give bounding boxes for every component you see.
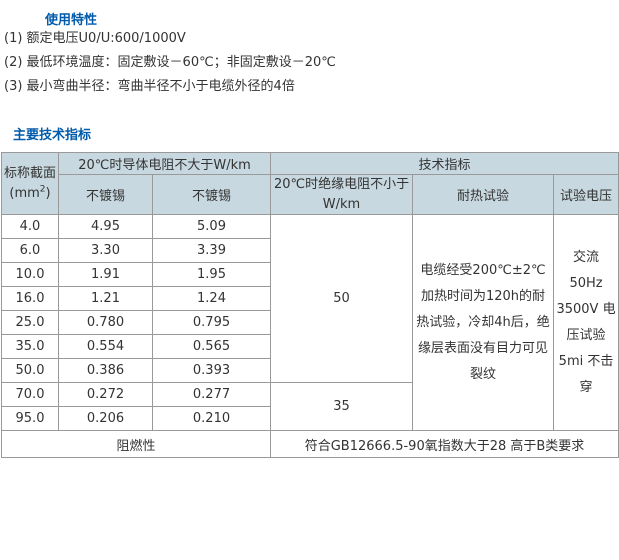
cell-heat-test-desc: 电缆经受200℃±2℃加热时间为120h的耐热试验，冷却4h后，绝缘层表面没有目… [412,214,555,431]
usage-notes-list: (1) 额定电压U0/U:600/1000V (2) 最低环境温度：固定敷设－6… [4,27,336,99]
cell-resistance-1: 0.272 [58,382,153,407]
cell-section: 35.0 [1,334,59,359]
header-conductor-resistance: 20℃时导体电阻不大于W/km [57,152,272,175]
cell-section: 50.0 [1,358,59,383]
table-row: 10.0 1.91 1.95 [1,262,619,287]
header-untinned-2: 不镀锡 [151,174,272,215]
table-header-row-2: 不镀锡 不镀锡 20℃时绝缘电阻不小于 W/km 耐热试验 试验电压 [2,174,619,215]
header-test-voltage: 试验电压 [553,174,619,215]
flame-retardant-value: 符合GB12666.5-90氧指数大于28 高于B类要求 [270,430,619,458]
cell-resistance-2: 1.95 [151,262,272,287]
cell-section: 16.0 [1,286,59,311]
cell-resistance-1: 3.30 [58,238,153,263]
cell-section: 10.0 [1,262,59,287]
cell-resistance-1: 1.91 [58,262,153,287]
cell-section: 6.0 [1,238,59,263]
flame-retardant-row: 阻燃性 符合GB12666.5-90氧指数大于28 高于B类要求 [0,430,619,458]
table-row: 35.0 0.554 0.565 [1,334,619,359]
flame-retardant-label: 阻燃性 [0,430,272,458]
header-heat-test: 耐热试验 [412,174,555,215]
header-nominal-section-unit: (mm2) [9,184,51,201]
cell-resistance-1: 4.95 [58,214,153,239]
cell-resistance-2: 5.09 [151,214,272,239]
cell-resistance-2: 0.795 [151,310,272,335]
cell-resistance-1: 0.206 [58,406,153,431]
table-row: 16.0 1.21 1.24 [1,286,619,311]
table-row: 25.0 0.780 0.795 [1,310,619,335]
cell-resistance-2: 1.24 [151,286,272,311]
header-untinned-1: 不镀锡 [58,174,153,215]
specs-section-title: 主要技术指标 [13,128,92,143]
cell-section: 95.0 [1,406,59,431]
cell-resistance-1: 0.554 [58,334,153,359]
cell-section: 70.0 [1,382,59,407]
usage-note-3: (3) 最小弯曲半径：弯曲半径不小于电缆外径的4倍 [4,79,295,94]
cell-resistance-1: 1.21 [58,286,153,311]
usage-note-2: (2) 最低环境温度：固定敷设－60℃；非固定敷设－20℃ [4,55,336,70]
cell-insulation-high: 50 [270,214,414,383]
cell-resistance-2: 3.39 [151,238,272,263]
cell-resistance-2: 0.277 [151,382,272,407]
table-header-row-1: 标称截面 (mm2) 20℃时导体电阻不大于W/km 技术指标 [1,152,619,215]
spec-table: 标称截面 (mm2) 20℃时导体电阻不大于W/km 技术指标 不镀锡 不镀锡 … [0,152,619,458]
table-row: 95.0 0.206 0.210 [1,406,619,431]
header-insulation-resistance: 20℃时绝缘电阻不小于 W/km [270,174,414,215]
cell-insulation-low: 35 [270,382,414,431]
cell-section: 25.0 [1,310,59,335]
table-row: 70.0 0.272 0.277 35 [1,382,619,431]
cell-resistance-2: 0.393 [151,358,272,383]
header-nominal-section: 标称截面 (mm2) [1,152,59,215]
header-tech-indicators: 技术指标 [270,152,619,175]
cell-test-voltage-desc: 交流 50Hz 3500V 电压试验 5mi 不击穿 [553,214,619,431]
cell-resistance-2: 0.210 [151,406,272,431]
table-row: 4.0 4.95 5.09 50 电缆经受200℃±2℃加热时间为120h的耐热… [1,214,619,431]
cell-section: 4.0 [1,214,59,239]
cell-resistance-1: 0.386 [58,358,153,383]
header-nominal-section-label: 标称截面 [4,165,57,181]
cell-resistance-1: 0.780 [58,310,153,335]
cell-resistance-2: 0.565 [151,334,272,359]
usage-section-title: 使用特性 [45,13,98,28]
usage-note-1: (1) 额定电压U0/U:600/1000V [4,31,186,46]
table-row: 50.0 0.386 0.393 [1,358,619,383]
